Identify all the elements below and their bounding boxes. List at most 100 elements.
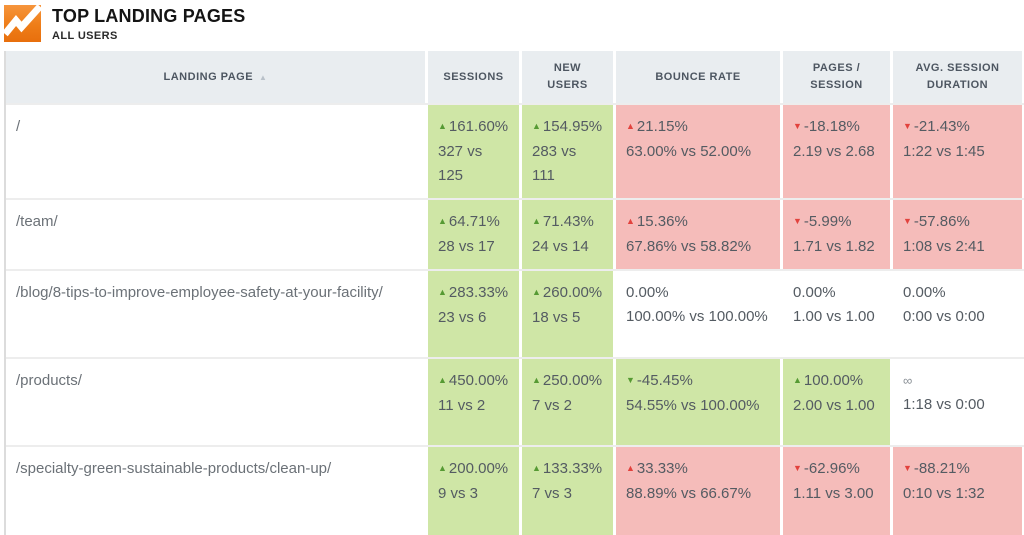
change-percent: -88.21%: [913, 460, 970, 477]
comparison-values: 7 vs 2: [532, 397, 573, 414]
trend-down-icon: ▼: [793, 121, 802, 131]
comparison-values: 54.55% vs 100.00%: [626, 397, 760, 414]
metric-cell: ▲ 100.00% 2.00 vs 1.00: [783, 359, 890, 445]
metric-cell: ▲ 71.43% 24 vs 14: [522, 200, 613, 269]
trend-up-icon: ▲: [532, 121, 541, 131]
trend-down-icon: ▼: [793, 216, 802, 226]
column-header-bounce-rate[interactable]: BOUNCE RATE: [616, 51, 780, 103]
metric-cell: ▲ 250.00% 7 vs 2: [522, 359, 613, 445]
change-line: 0.00%: [793, 281, 880, 305]
change-line: ▼ -62.96%: [793, 457, 880, 482]
change-line: ▲ 133.33%: [532, 457, 603, 482]
change-percent: 33.33%: [636, 460, 688, 477]
change-percent: 283.33%: [448, 284, 509, 301]
change-line: ▲ 64.71%: [438, 210, 509, 235]
landing-page-path[interactable]: /blog/8-tips-to-improve-employee-safety-…: [6, 271, 425, 357]
change-percent: 71.43%: [542, 213, 594, 230]
metric-cell: ▼ -5.99% 1.71 vs 1.82: [783, 200, 890, 269]
table-row: /team/▲ 64.71% 28 vs 17 ▲ 71.43% 24 vs 14 ▲ 15.…: [6, 200, 1024, 269]
change-line: ▼ -57.86%: [903, 210, 1012, 235]
comparison-values: 0:10 vs 1:32: [903, 485, 985, 502]
column-header-label: AVG. SESSION DURATION: [915, 62, 1000, 91]
change-line: ▲ 71.43%: [532, 210, 603, 235]
comparison-values: 327 vs 125: [438, 143, 483, 184]
trend-up-icon: ▲: [438, 121, 447, 131]
change-percent: -21.43%: [913, 118, 970, 135]
comparison-values: 9 vs 3: [438, 485, 479, 502]
comparison-values: 0:00 vs 0:00: [903, 308, 985, 325]
column-header-pages-session[interactable]: PAGES / SESSION: [783, 51, 890, 103]
comparison-values: 23 vs 6: [438, 309, 487, 326]
column-header-landing-page[interactable]: LANDING PAGE ▲: [6, 51, 425, 103]
trend-up-icon: ▲: [438, 463, 447, 473]
landing-page-path[interactable]: /team/: [6, 200, 425, 269]
metric-cell: ▲ 154.95% 283 vs 111: [522, 105, 613, 198]
column-header-sessions[interactable]: SESSIONS: [428, 51, 519, 103]
change-percent: 250.00%: [542, 372, 603, 389]
change-line: ▲ 21.15%: [626, 115, 770, 140]
landing-page-path[interactable]: /specialty-green-sustainable-products/cl…: [6, 447, 425, 535]
landing-pages-table: LANDING PAGE ▲ SESSIONS NEW USERS BOUNCE RAT…: [4, 51, 1024, 535]
change-line: ▲ 260.00%: [532, 281, 603, 306]
title-block: TOP LANDING PAGES ALL USERS: [52, 5, 245, 42]
comparison-values: 63.00% vs 52.00%: [626, 143, 752, 160]
change-percent: -18.18%: [803, 118, 860, 135]
metric-cell: ▲ 200.00% 9 vs 3: [428, 447, 519, 535]
trend-up-icon: ▲: [626, 216, 635, 226]
metric-cell: ▲ 450.00% 11 vs 2: [428, 359, 519, 445]
metric-cell: ▲ 33.33% 88.89% vs 66.67%: [616, 447, 780, 535]
landing-page-path[interactable]: /products/: [6, 359, 425, 445]
comparison-values: 7 vs 3: [532, 485, 573, 502]
table-row: /blog/8-tips-to-improve-employee-safety-…: [6, 271, 1024, 357]
landing-page-path[interactable]: /: [6, 105, 425, 198]
change-line: ∞: [903, 369, 1012, 393]
metric-cell: ▲ 64.71% 28 vs 17: [428, 200, 519, 269]
change-line: 0.00%: [903, 281, 1012, 305]
change-line: ▲ 450.00%: [438, 369, 509, 394]
metric-cell: ▼ -62.96% 1.11 vs 3.00: [783, 447, 890, 535]
metric-cell: 0.00% 100.00% vs 100.00%: [616, 271, 780, 357]
metric-cell: ▲ 161.60% 327 vs 125: [428, 105, 519, 198]
change-percent: 0.00%: [903, 284, 946, 301]
change-percent: 15.36%: [636, 213, 688, 230]
metric-cell: ▼ -57.86% 1:08 vs 2:41: [893, 200, 1022, 269]
change-percent: 133.33%: [542, 460, 603, 477]
change-line: ▼ -88.21%: [903, 457, 1012, 482]
change-line: 0.00%: [626, 281, 770, 305]
comparison-values: 1.11 vs 3.00: [793, 485, 874, 502]
trend-up-icon: ▲: [532, 287, 541, 297]
change-percent: 260.00%: [542, 284, 603, 301]
change-percent: 450.00%: [448, 372, 509, 389]
change-line: ▼ -5.99%: [793, 210, 880, 235]
trend-up-icon: ▲: [438, 375, 447, 385]
page-title: TOP LANDING PAGES: [52, 6, 246, 26]
comparison-values: 18 vs 5: [532, 309, 581, 326]
column-header-new-users[interactable]: NEW USERS: [522, 51, 613, 103]
comparison-values: 2.00 vs 1.00: [793, 397, 875, 414]
change-percent: 0.00%: [793, 284, 836, 301]
change-line: ▼ -45.45%: [626, 369, 770, 394]
change-line: ▲ 15.36%: [626, 210, 770, 235]
comparison-values: 1:18 vs 0:00: [903, 396, 985, 413]
change-line: ▼ -21.43%: [903, 115, 1012, 140]
comparison-values: 1:22 vs 1:45: [903, 143, 985, 160]
change-line: ▲ 100.00%: [793, 369, 880, 394]
comparison-values: 1.71 vs 1.82: [793, 238, 875, 255]
comparison-values: 24 vs 14: [532, 238, 589, 255]
metric-cell: ▲ 133.33% 7 vs 3: [522, 447, 613, 535]
comparison-values: 88.89% vs 66.67%: [626, 485, 752, 502]
trend-down-icon: ▼: [903, 121, 912, 131]
trend-up-icon: ▲: [532, 463, 541, 473]
change-percent: 200.00%: [448, 460, 509, 477]
metric-cell: ▼ -18.18% 2.19 vs 2.68: [783, 105, 890, 198]
metric-cell: ▼ -45.45% 54.55% vs 100.00%: [616, 359, 780, 445]
column-header-label: LANDING PAGE: [163, 70, 254, 83]
comparison-values: 1.00 vs 1.00: [793, 308, 875, 325]
column-header-label: PAGES / SESSION: [810, 62, 863, 91]
column-header-avg-session-duration[interactable]: AVG. SESSION DURATION: [893, 51, 1022, 103]
column-header-label: NEW USERS: [547, 62, 588, 91]
change-line: ▲ 250.00%: [532, 369, 603, 394]
table-row: /products/▲ 450.00% 11 vs 2 ▲ 250.00% 7 vs 2 ▼…: [6, 359, 1024, 445]
change-percent: -5.99%: [803, 213, 852, 230]
analytics-logo-icon: [4, 5, 41, 42]
